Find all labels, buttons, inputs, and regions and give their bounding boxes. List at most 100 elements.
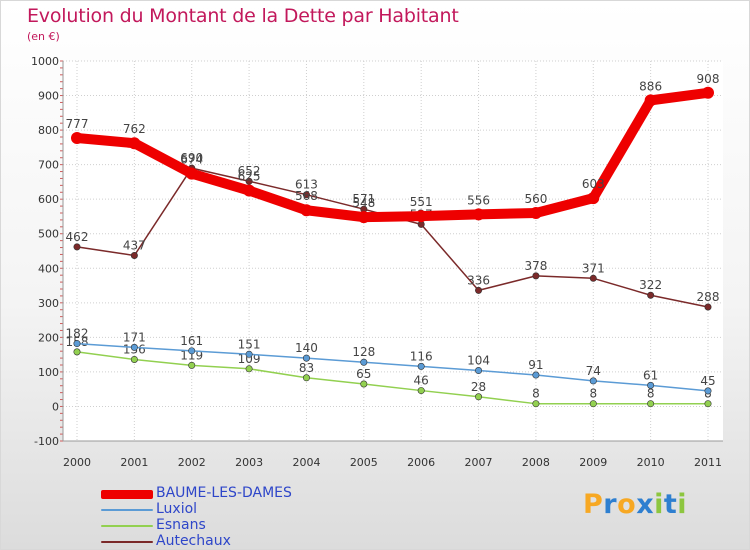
x-tick-label: 2004 — [292, 456, 320, 469]
y-tick-label: 100 — [38, 366, 59, 379]
y-tick-label: 500 — [38, 228, 59, 241]
x-tick-label: 2010 — [637, 456, 665, 469]
logo-letter: x — [636, 489, 655, 520]
data-point — [360, 358, 368, 366]
legend-item-baume-les-dames[interactable]: BAUME-LES-DAMES — [101, 485, 421, 502]
legend-swatch — [101, 490, 153, 499]
proxiti-logo: Proxiti — [583, 489, 687, 520]
data-label: 74 — [586, 364, 601, 378]
data-point — [529, 207, 542, 219]
y-tick-label: 800 — [38, 124, 59, 137]
data-label: 568 — [295, 189, 318, 203]
data-label: 65 — [356, 367, 371, 381]
y-tick-label: 700 — [38, 159, 59, 172]
legend-label: Autechaux — [156, 533, 231, 549]
data-label: 908 — [697, 72, 720, 86]
legend-item-autechaux[interactable]: Autechaux — [101, 533, 421, 550]
data-point — [73, 348, 81, 356]
data-point — [647, 291, 655, 299]
data-label: 45 — [700, 374, 715, 388]
y-tick-label: 1000 — [31, 55, 59, 68]
data-point — [702, 86, 714, 99]
data-label: 46 — [414, 374, 429, 388]
data-label: 378 — [524, 259, 547, 273]
x-tick-label: 2002 — [178, 456, 206, 469]
data-point — [302, 191, 310, 199]
data-point — [589, 400, 597, 408]
legend: BAUME-LES-DAMES Luxiol Esnans Autechaux — [101, 485, 421, 550]
data-point — [589, 274, 597, 282]
data-label: 560 — [524, 192, 547, 206]
data-label: 762 — [123, 122, 146, 136]
data-label: 288 — [697, 290, 720, 304]
data-point — [532, 400, 540, 408]
data-point — [300, 204, 313, 217]
x-tick-label: 2011 — [694, 456, 722, 469]
legend-swatch — [101, 541, 153, 543]
data-label: 652 — [238, 164, 261, 178]
data-point — [245, 350, 253, 358]
data-label: 171 — [123, 330, 146, 344]
data-point — [475, 393, 483, 401]
series-baume-les-dames: 777 762 674 625 568 548 551 556 560 603 886 908 — [66, 72, 720, 224]
x-tick-label: 2000 — [63, 456, 91, 469]
data-point — [704, 400, 712, 408]
data-label: 91 — [528, 358, 543, 372]
data-point — [644, 94, 657, 107]
data-label: 777 — [66, 117, 89, 131]
legend-item-esnans[interactable]: Esnans — [101, 517, 421, 534]
data-label: 128 — [352, 345, 375, 359]
data-label: 8 — [532, 387, 540, 401]
data-point — [360, 380, 368, 388]
data-point — [130, 355, 138, 363]
data-label: 437 — [123, 238, 146, 252]
x-tick-label: 2005 — [350, 456, 378, 469]
data-label: 613 — [295, 178, 318, 192]
data-label: 674 — [180, 153, 203, 167]
legend-swatch — [101, 509, 153, 511]
data-point — [71, 132, 83, 145]
data-point — [188, 361, 196, 369]
data-label: 116 — [410, 349, 433, 363]
data-point — [532, 272, 540, 280]
legend-label: Esnans — [156, 517, 206, 533]
plot-background — [63, 61, 723, 441]
x-tick-label: 2001 — [120, 456, 148, 469]
data-point — [302, 374, 310, 382]
data-label: 336 — [467, 273, 490, 287]
x-tick-label: 2007 — [465, 456, 493, 469]
data-label: 61 — [643, 368, 658, 382]
x-tick-label: 2008 — [522, 456, 550, 469]
data-point — [130, 343, 138, 351]
y-tick-label: 0 — [52, 400, 59, 413]
series-luxiol: 182 171 161 151 140 128 116 104 91 74 61 45 — [66, 327, 716, 395]
chart-unit: (en €) — [27, 30, 60, 43]
logo-letter: t — [663, 489, 678, 520]
data-point — [73, 340, 81, 348]
x-tick-label: 2003 — [235, 456, 263, 469]
logo-letter: i — [654, 489, 664, 520]
data-point — [475, 286, 483, 294]
logo-letter: o — [617, 489, 637, 520]
data-label: 104 — [467, 354, 490, 368]
data-point — [128, 137, 141, 150]
data-point — [73, 243, 81, 251]
logo-letter: i — [677, 489, 688, 520]
legend-item-luxiol[interactable]: Luxiol — [101, 501, 421, 518]
data-label: 462 — [66, 230, 89, 244]
data-point — [472, 208, 485, 221]
chart-title: Evolution du Montant de la Dette par Hab… — [27, 5, 459, 27]
logo-letter: r — [603, 489, 618, 520]
data-point — [302, 354, 310, 362]
data-label: 182 — [66, 327, 89, 341]
data-point — [417, 220, 425, 228]
data-label: 886 — [639, 79, 662, 93]
data-label: 151 — [238, 337, 261, 351]
data-point — [415, 210, 428, 223]
data-label: 556 — [467, 193, 490, 207]
data-label: 548 — [352, 196, 375, 210]
legend-label: BAUME-LES-DAMES — [156, 485, 292, 501]
legend-swatch — [101, 525, 153, 527]
